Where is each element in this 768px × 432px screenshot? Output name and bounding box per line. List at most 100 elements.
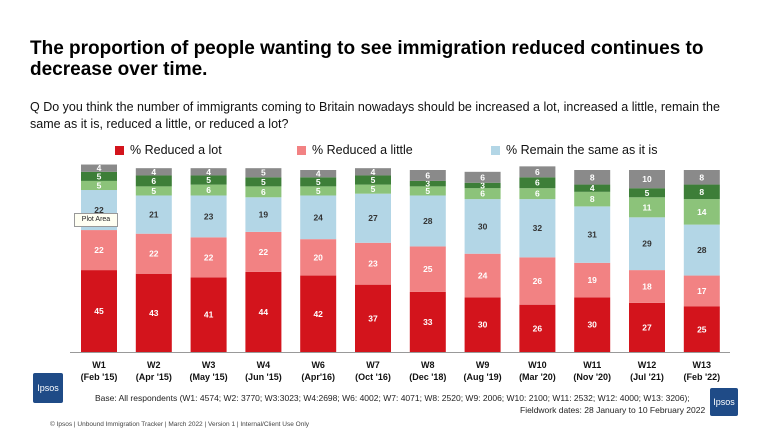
bar-segment [355, 184, 391, 194]
x-tick-sublabel: (Nov '20) [573, 372, 611, 382]
legend-label: % Reduced a little [312, 143, 413, 157]
legend-swatch [491, 145, 500, 155]
x-tick-sublabel: (Apr '15) [136, 372, 172, 382]
bar-segment [464, 297, 501, 352]
bar-segment [81, 230, 117, 271]
data-label: 8 [699, 187, 704, 197]
bar-segment [629, 188, 665, 198]
bar-segment [519, 188, 556, 200]
bar-segment [574, 206, 611, 263]
data-label: 4 [371, 167, 376, 177]
bar-segment [464, 188, 501, 200]
data-label: 32 [533, 223, 543, 233]
bar-segment [683, 170, 720, 185]
bar-segment [190, 277, 227, 352]
data-label: 5 [206, 175, 211, 185]
bar-segment [190, 175, 227, 185]
data-label: 6 [261, 187, 266, 197]
bar-segment [300, 239, 337, 276]
data-label: 6 [206, 185, 211, 195]
bar-segment [81, 171, 117, 181]
bar-segment [683, 275, 720, 307]
data-label: 8 [699, 172, 704, 182]
legend-label: % Reduced a lot [130, 143, 222, 157]
data-label: 31 [587, 230, 597, 240]
data-label: 6 [480, 172, 485, 182]
data-label: 6 [535, 178, 540, 188]
x-tick-sublabel: (Apr'16) [301, 372, 335, 382]
data-label: 33 [423, 317, 433, 327]
data-label: 43 [149, 308, 159, 318]
data-label: 6 [425, 170, 430, 180]
data-label: 30 [478, 221, 488, 231]
bar-segment [245, 197, 282, 232]
data-label: 29 [642, 239, 652, 249]
bar-segment [519, 257, 556, 305]
x-tick-label: W8 [421, 360, 435, 370]
x-tick-label: W7 [366, 360, 380, 370]
bar-segment [300, 275, 337, 352]
data-label: 11 [643, 202, 652, 212]
bar-segment [81, 164, 117, 172]
bar-segment [409, 186, 446, 196]
data-label: 28 [697, 245, 707, 255]
bar-segment [409, 180, 446, 187]
data-label: 41 [204, 310, 214, 320]
data-label: 25 [423, 264, 433, 274]
x-tick-label: W9 [476, 360, 490, 370]
data-label: 8 [590, 194, 595, 204]
bar-segment [245, 186, 282, 198]
bar-segment [355, 242, 391, 285]
x-tick-label: W11 [583, 360, 601, 370]
data-label: 10 [642, 174, 652, 184]
bar-segment [574, 170, 611, 185]
ipsos-logo: Ipsos [710, 388, 738, 416]
data-label: 24 [478, 271, 488, 281]
bar-segment [300, 177, 337, 187]
bar-segment [355, 193, 391, 243]
legend-item-remain-same: % Remain the same as it is [491, 143, 657, 157]
x-tick-sublabel: (Jun '15) [245, 372, 282, 382]
data-label: 4 [316, 169, 321, 179]
bar-segment [135, 186, 172, 196]
x-tick-sublabel: (Feb '22) [683, 372, 720, 382]
footer-base-note: Base: All respondents (W1: 4574; W2: 377… [95, 393, 690, 403]
bar-segment [81, 180, 117, 191]
bar-segment [629, 302, 665, 352]
question-text: Q Do you think the number of immigrants … [30, 100, 720, 131]
data-label: 5 [261, 168, 266, 178]
plot-area-tooltip: Plot Area [74, 213, 118, 227]
bar-segment [409, 291, 446, 352]
data-label: 18 [642, 281, 652, 291]
data-label: 27 [368, 213, 378, 223]
bar-segment [245, 168, 282, 178]
data-label: 5 [97, 171, 102, 181]
data-label: 26 [533, 276, 543, 286]
data-label: 8 [590, 172, 595, 182]
bar-segment [519, 304, 556, 352]
bar-segment [574, 262, 611, 298]
data-label: 4 [590, 183, 595, 193]
bar-segment [464, 171, 501, 183]
bar-segment [245, 231, 282, 272]
bar-segment [190, 237, 227, 278]
chart-title: The proportion of people wanting to see … [30, 38, 704, 80]
data-label: 14 [697, 207, 707, 217]
bar-segment [135, 168, 172, 176]
legend-item-reduced-a-lot: % Reduced a lot [115, 143, 222, 157]
bar-segment [300, 195, 337, 240]
data-label: 3 [480, 180, 485, 190]
data-label: 22 [204, 252, 214, 262]
bar-segment [519, 166, 556, 178]
bar-segment [574, 191, 611, 207]
data-label: 24 [313, 212, 323, 222]
bar-segment [245, 271, 282, 352]
bar-segment [81, 270, 117, 352]
data-label: 20 [313, 252, 323, 262]
bar-segment [683, 199, 720, 225]
bar-segment [464, 182, 501, 189]
data-label: 22 [259, 247, 269, 257]
bar-segment [629, 197, 665, 218]
data-label: 4 [97, 163, 102, 173]
